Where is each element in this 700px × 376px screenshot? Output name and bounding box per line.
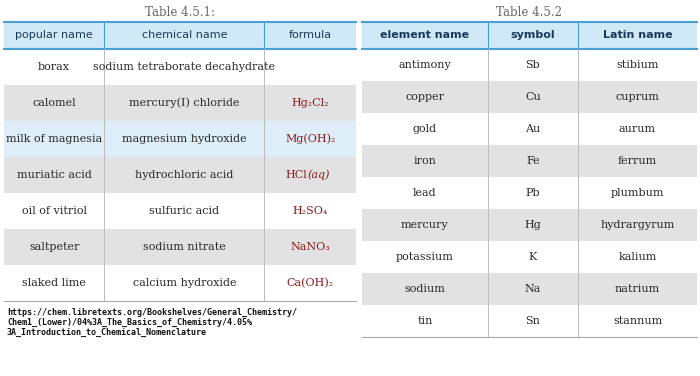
Text: Fe: Fe: [526, 156, 540, 166]
Text: lead: lead: [413, 188, 437, 198]
Text: Mg(OH)₂: Mg(OH)₂: [285, 134, 335, 144]
Text: chemical name: chemical name: [141, 30, 227, 41]
Text: 3A_Introduction_to_Chemical_Nomenclature: 3A_Introduction_to_Chemical_Nomenclature: [7, 327, 207, 337]
Text: calcium hydroxide: calcium hydroxide: [132, 278, 236, 288]
Bar: [4, 229, 356, 265]
Text: cuprum: cuprum: [615, 92, 659, 102]
Bar: [4, 85, 356, 121]
Text: natrium: natrium: [615, 284, 660, 294]
Text: Pb: Pb: [526, 188, 540, 198]
Text: saltpeter: saltpeter: [29, 242, 79, 252]
Text: popular name: popular name: [15, 30, 93, 41]
Text: Hg₂Cl₂: Hg₂Cl₂: [291, 98, 329, 108]
Text: symbol: symbol: [510, 30, 555, 41]
Text: tin: tin: [417, 316, 433, 326]
Text: potassium: potassium: [396, 252, 454, 262]
Text: H₂SO₄: H₂SO₄: [293, 206, 328, 216]
Bar: [4, 265, 356, 301]
Text: Latin name: Latin name: [603, 30, 672, 41]
Text: Chem1_(Lower)/04%3A_The_Basics_of_Chemistry/4.05%: Chem1_(Lower)/04%3A_The_Basics_of_Chemis…: [7, 317, 252, 326]
Text: Au: Au: [525, 124, 540, 134]
Text: Ca(OH)₂: Ca(OH)₂: [287, 278, 334, 288]
Text: hydrargyrum: hydrargyrum: [601, 220, 675, 230]
Bar: [4, 49, 356, 85]
Bar: [4, 121, 356, 157]
Text: gold: gold: [413, 124, 437, 134]
Text: aurum: aurum: [619, 124, 656, 134]
Text: Table 4.5.1:: Table 4.5.1:: [145, 6, 215, 18]
Text: NaNO₃: NaNO₃: [290, 242, 330, 252]
Text: magnesium hydroxide: magnesium hydroxide: [122, 134, 246, 144]
Text: slaked lime: slaked lime: [22, 278, 86, 288]
Text: hydrochloric acid: hydrochloric acid: [135, 170, 234, 180]
Text: calomel: calomel: [32, 98, 76, 108]
Bar: [362, 273, 697, 305]
Bar: [362, 241, 697, 273]
Text: Table 4.5.2: Table 4.5.2: [496, 6, 563, 18]
Text: milk of magnesia: milk of magnesia: [6, 134, 102, 144]
Text: Cu: Cu: [525, 92, 540, 102]
Text: iron: iron: [414, 156, 436, 166]
Text: HCl: HCl: [286, 170, 307, 180]
Text: Sn: Sn: [526, 316, 540, 326]
Text: kalium: kalium: [618, 252, 657, 262]
Bar: [4, 157, 356, 193]
Text: mercury(I) chloride: mercury(I) chloride: [129, 98, 239, 108]
Text: element name: element name: [380, 30, 470, 41]
Bar: [362, 22, 697, 49]
Bar: [4, 193, 356, 229]
Bar: [362, 113, 697, 145]
Text: ferrum: ferrum: [618, 156, 657, 166]
Text: (aq): (aq): [307, 170, 330, 180]
Text: mercury: mercury: [401, 220, 449, 230]
Text: Na: Na: [525, 284, 541, 294]
Text: plumbum: plumbum: [611, 188, 664, 198]
Bar: [4, 22, 356, 49]
Text: Hg: Hg: [524, 220, 541, 230]
Text: K: K: [528, 252, 537, 262]
Text: formula: formula: [288, 30, 332, 41]
Bar: [362, 177, 697, 209]
Bar: [362, 81, 697, 113]
Text: sodium: sodium: [405, 284, 445, 294]
Bar: [362, 209, 697, 241]
Text: sodium nitrate: sodium nitrate: [143, 242, 226, 252]
Bar: [362, 49, 697, 81]
Text: oil of vitriol: oil of vitriol: [22, 206, 87, 216]
Text: antimony: antimony: [398, 60, 452, 70]
Bar: [362, 305, 697, 337]
Text: sodium tetraborate decahydrate: sodium tetraborate decahydrate: [93, 62, 275, 72]
Text: stibium: stibium: [616, 60, 659, 70]
Text: Sb: Sb: [526, 60, 540, 70]
Text: copper: copper: [405, 92, 444, 102]
Text: https://chem.libretexts.org/Bookshelves/General_Chemistry/: https://chem.libretexts.org/Bookshelves/…: [7, 308, 297, 317]
Text: muriatic acid: muriatic acid: [17, 170, 92, 180]
Bar: [362, 145, 697, 177]
Text: borax: borax: [38, 62, 70, 72]
Text: stannum: stannum: [613, 316, 662, 326]
Text: sulfuric acid: sulfuric acid: [149, 206, 220, 216]
